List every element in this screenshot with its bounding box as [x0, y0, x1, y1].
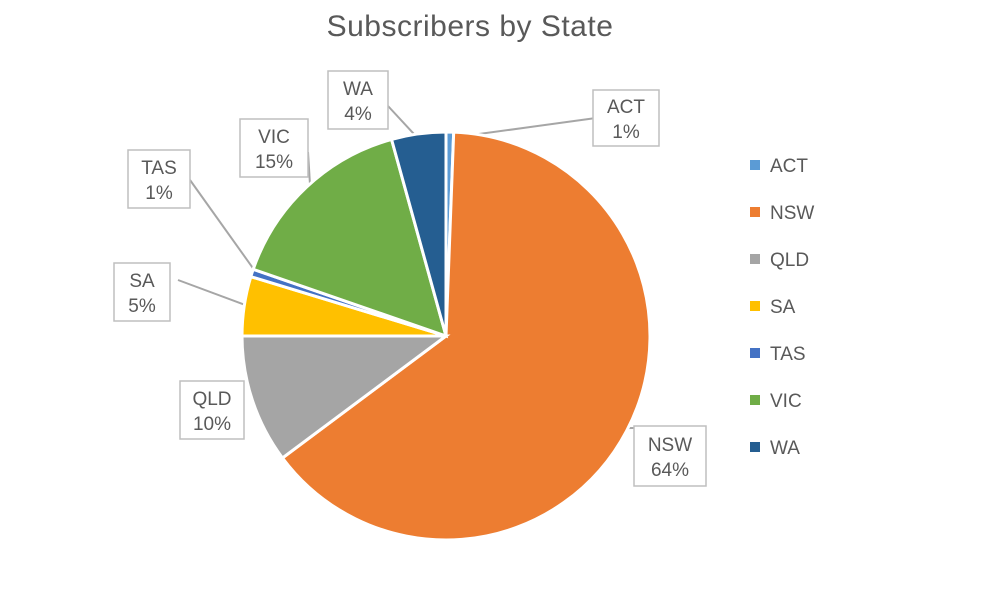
- data-label-box-wa: [327, 70, 389, 130]
- pie-slice-qld: [240, 334, 451, 461]
- pie-slice-vic: [251, 137, 449, 339]
- legend-label-nsw: NSW: [770, 203, 814, 224]
- legend-label-vic: VIC: [770, 391, 802, 412]
- data-label-value-wa: 4%: [344, 104, 372, 125]
- data-label-box-nsw: [633, 425, 707, 487]
- data-label-value-tas: 1%: [145, 183, 173, 204]
- data-label-category-vic: VIC: [258, 127, 290, 148]
- legend-swatch-tas: [750, 348, 760, 358]
- data-label-category-tas: TAS: [141, 158, 177, 179]
- legend-swatch-wa: [750, 442, 760, 452]
- data-label-category-wa: WA: [343, 79, 373, 100]
- data-label-box-qld: [179, 380, 245, 440]
- legend-label-sa: SA: [770, 297, 796, 318]
- data-label-box-tas: [127, 149, 191, 209]
- pie-slice-wa: [389, 130, 448, 337]
- data-label-category-qld: QLD: [192, 389, 231, 410]
- legend-swatch-act: [750, 160, 760, 170]
- data-label-box-act: [592, 89, 660, 147]
- data-label-value-vic: 15%: [255, 152, 293, 173]
- data-labels: ACT 1% NSW 64% QLD 10% SA 5% TAS 1% VIC 15% WA 4%: [113, 70, 707, 487]
- data-label-category-sa: SA: [129, 271, 155, 292]
- data-label-category-act: ACT: [607, 97, 645, 118]
- chart-title: Subscribers by State: [326, 10, 614, 43]
- data-label-value-sa: 5%: [128, 296, 156, 317]
- data-label-value-act: 1%: [612, 122, 640, 143]
- legend-swatch-vic: [750, 395, 760, 405]
- legend-swatch-sa: [750, 301, 760, 311]
- leader-line-sa: [177, 279, 251, 308]
- data-label-category-nsw: NSW: [648, 435, 692, 456]
- legend-label-qld: QLD: [770, 250, 809, 271]
- legend-label-tas: TAS: [770, 344, 806, 365]
- legend-swatch-nsw: [750, 207, 760, 217]
- legend: ACT NSW QLD SA TAS VIC WA: [750, 156, 814, 459]
- pie-slice-nsw: [280, 130, 652, 542]
- pie-slices: [240, 130, 652, 542]
- leader-line-tas: [189, 179, 259, 276]
- legend-label-wa: WA: [770, 438, 800, 459]
- legend-swatch-qld: [750, 254, 760, 264]
- data-label-box-sa: [113, 262, 171, 322]
- legend-label-act: ACT: [770, 156, 808, 177]
- data-label-value-nsw: 64%: [651, 460, 689, 481]
- data-label-value-qld: 10%: [193, 414, 231, 435]
- data-label-box-vic: [239, 118, 309, 178]
